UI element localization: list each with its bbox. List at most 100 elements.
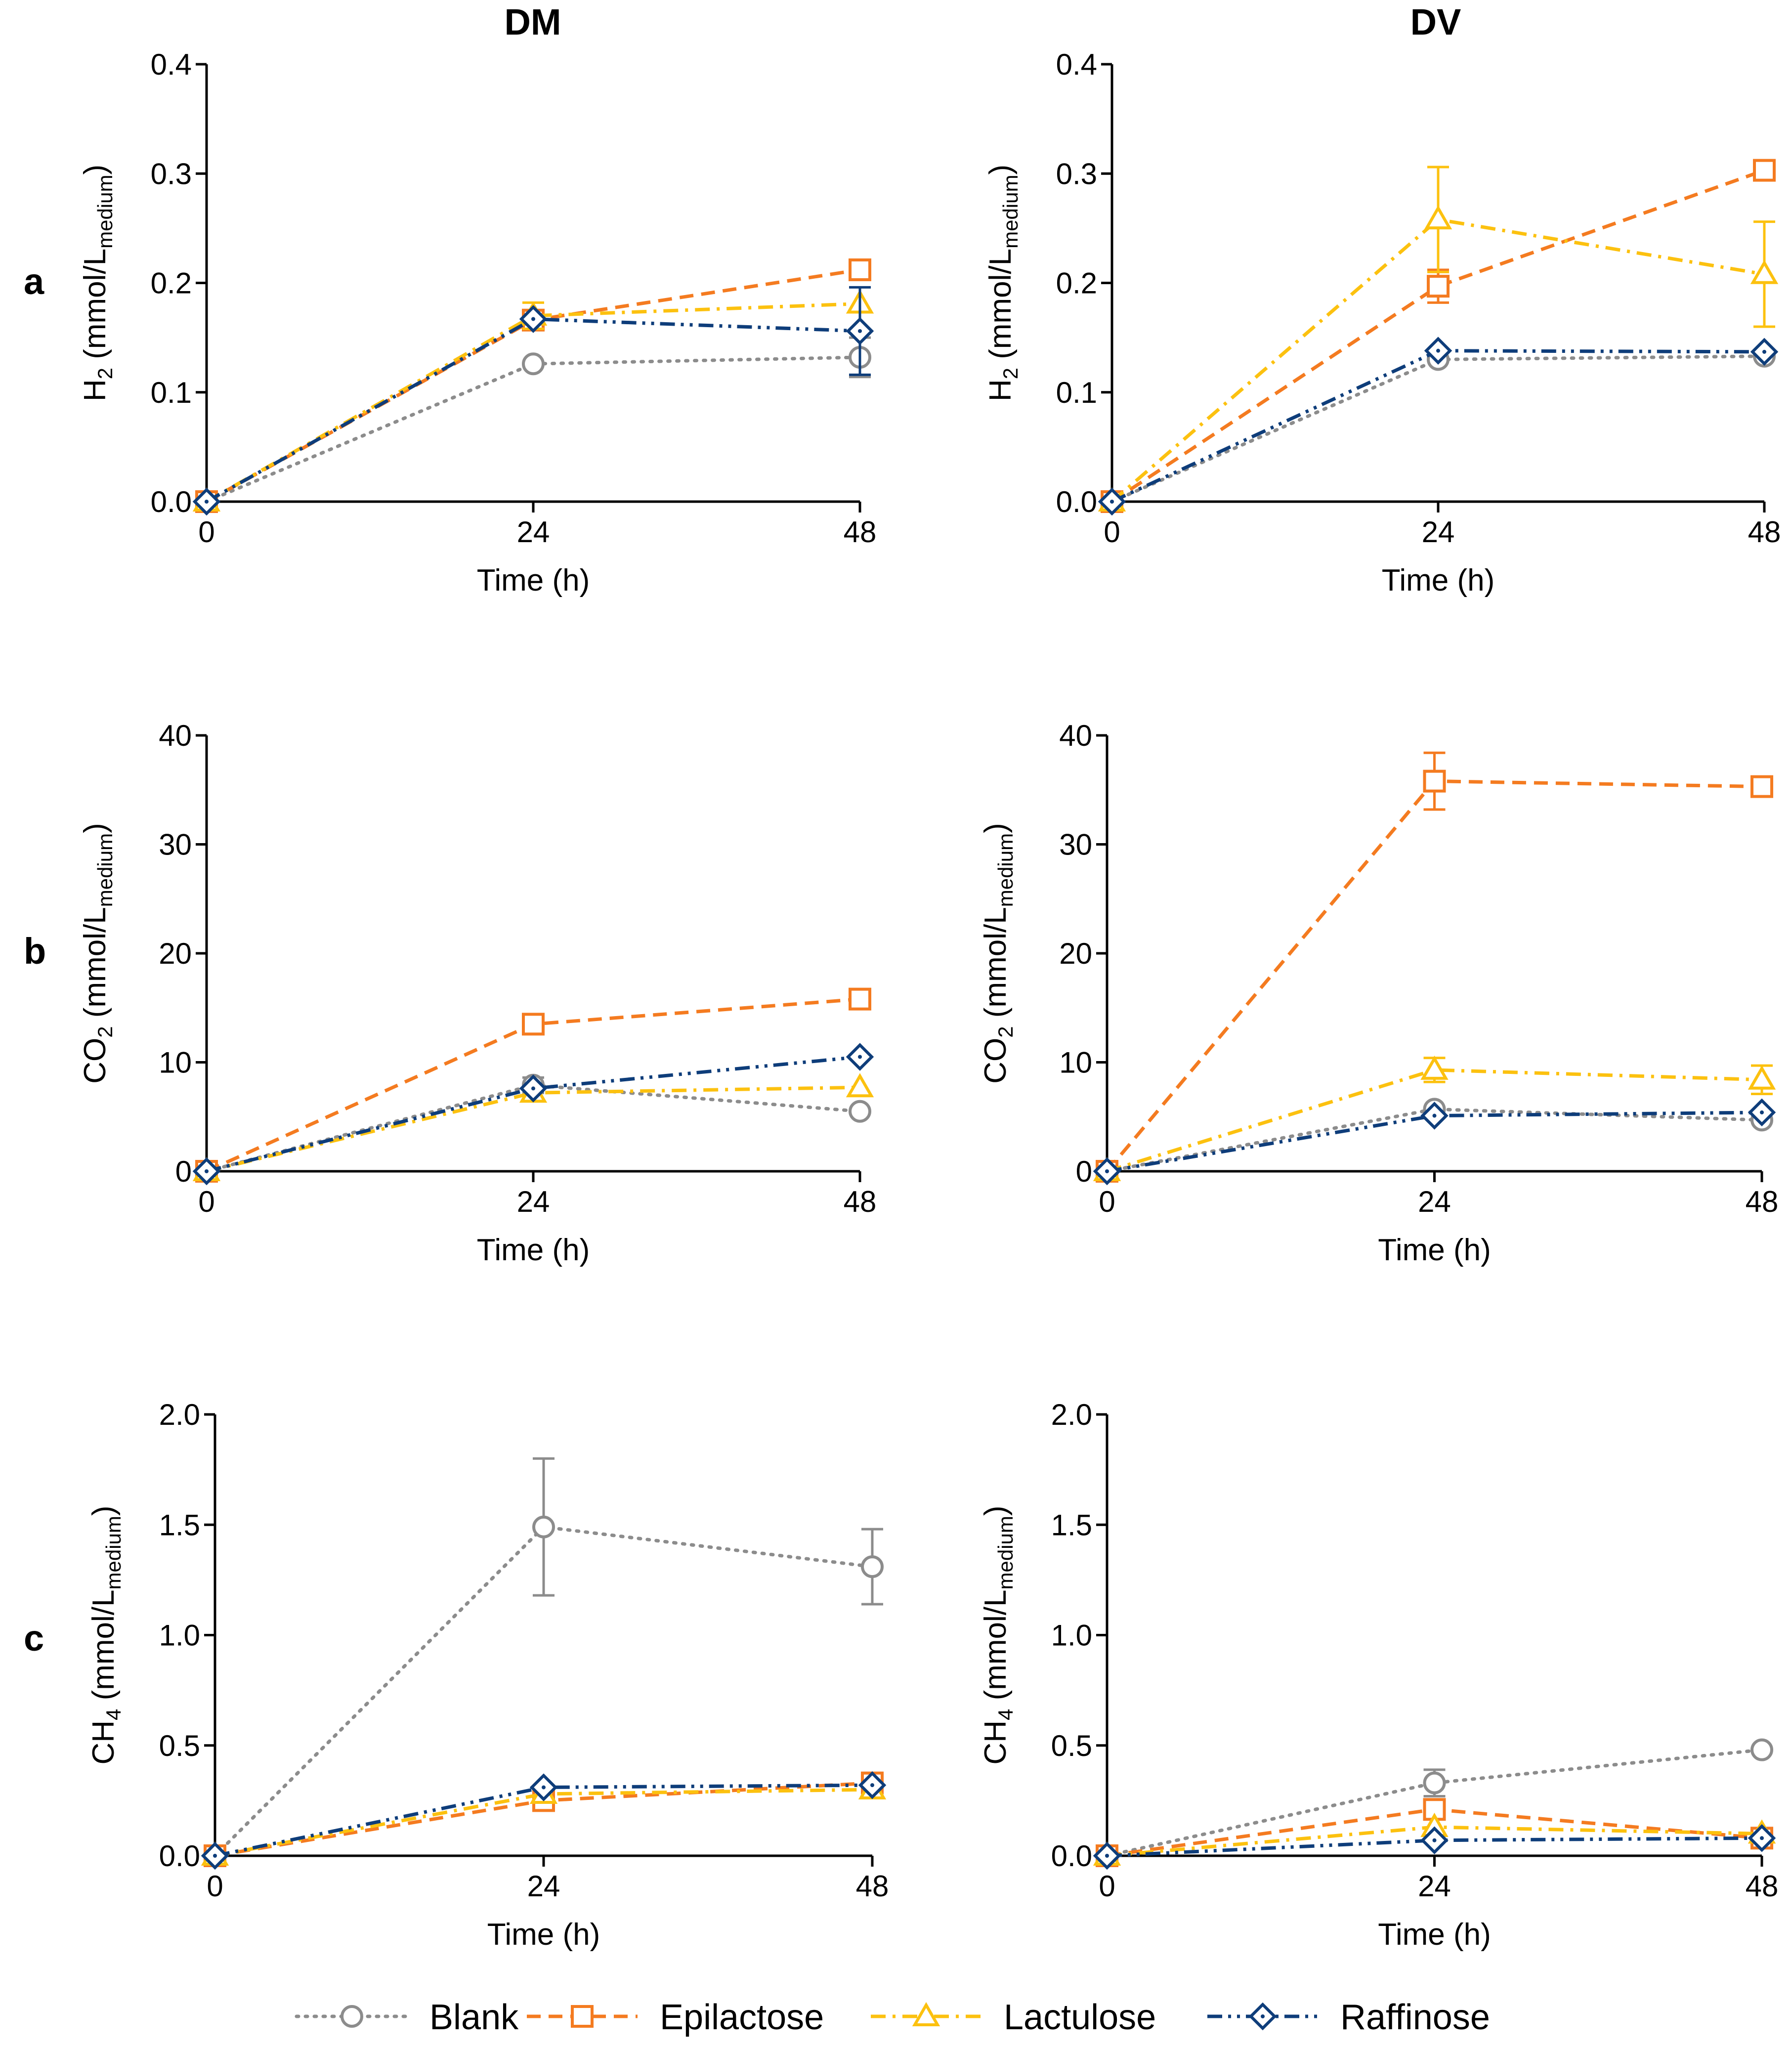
x-axis-title: Time (h) (1378, 1233, 1491, 1267)
x-axis-title: Time (h) (487, 1918, 600, 1952)
legend-marker-raffinose-diamond-dot (1261, 2014, 1265, 2018)
column-title-dv: DV (1410, 1, 1461, 43)
panels: a 0.0 0.1 0.2 0.3 0.4 0 24 48 Time (h) H2 (mmol/Lm… (24, 48, 1781, 1952)
data-point-lactulose (1424, 205, 1452, 230)
x-axis-title: Time (h) (1382, 563, 1494, 598)
y-tick-label: 0.0 (159, 1839, 200, 1873)
series-raffinose (192, 286, 874, 516)
y-tick-label: 0 (1076, 1155, 1092, 1188)
panel-a-dm: a 0.0 0.1 0.2 0.3 0.4 0 24 48 Time (h) H2 (mmol/Lm… (24, 48, 876, 598)
data-point-lactulose (846, 1073, 874, 1098)
data-point-epilactose (1750, 775, 1773, 798)
y-tick-label: 0 (175, 1155, 192, 1188)
data-point-blank (861, 1555, 884, 1579)
data-point-raffinose-diamond-dot (1760, 1110, 1764, 1114)
y-axis-title: CH4 (mmol/Lmedium) (979, 1505, 1017, 1764)
series-raffinose (201, 1771, 887, 1870)
x-tick-label: 0 (207, 1870, 223, 1903)
x-tick-label: 48 (1746, 1870, 1779, 1903)
legend-label: Epilactose (660, 1998, 824, 2037)
data-point-lactulose (1420, 1055, 1449, 1080)
y-tick-label: 10 (159, 1046, 192, 1079)
data-point-raffinose-diamond-dot (1432, 1113, 1437, 1118)
y-tick-label: 2.0 (159, 1398, 200, 1431)
data-point-blank (532, 1515, 555, 1538)
y-tick-label: 30 (159, 828, 192, 861)
series-line-lactulose (206, 302, 860, 504)
panel-a-dv: 0.0 0.1 0.2 0.3 0.4 0 24 48 Time (h) H2 (mmol/Lme… (983, 48, 1781, 598)
panel-b-dm: b 0 10 20 30 40 0 24 48 Time (h) CO2 (mmol/Lmedium… (24, 719, 876, 1267)
column-title-dm: DM (504, 1, 561, 43)
x-tick-label: 0 (1099, 1870, 1115, 1903)
y-tick-label: 0.5 (159, 1729, 200, 1762)
data-point-raffinose-diamond-dot (870, 1783, 874, 1788)
x-axis-title: Time (h) (477, 563, 590, 598)
y-tick-label: 0.1 (151, 376, 192, 409)
data-point-epilactose (1423, 769, 1446, 793)
x-axis-title: Time (h) (477, 1233, 590, 1267)
series-line-lactulose (1106, 1068, 1762, 1173)
legend-item-epilactose: Epilactose (527, 1998, 824, 2037)
data-point-epilactose (1423, 1798, 1446, 1821)
series-epilactose (195, 258, 871, 513)
y-tick-label: 0.4 (151, 48, 192, 81)
x-tick-label: 24 (517, 515, 550, 549)
panel-c-dv: 0.0 0.5 1.0 1.5 2.0 0 24 48 Time (h) CH4 (mmol/Lm… (979, 1398, 1778, 1952)
x-tick-label: 48 (1748, 515, 1781, 549)
series-line-raffinose (1107, 1836, 1762, 1858)
data-point-epilactose (1753, 159, 1776, 182)
data-point-raffinose-diamond-dot (1110, 500, 1114, 504)
data-point-raffinose-diamond-dot (1105, 1854, 1109, 1858)
y-axis-title: CO2 (mmol/Lmedium) (979, 823, 1017, 1084)
x-tick-label: 24 (1418, 1185, 1451, 1218)
panel-letter-c: c (24, 1618, 44, 1659)
y-tick-label: 0.1 (1056, 376, 1097, 409)
y-tick-label: 1.5 (1051, 1508, 1092, 1541)
data-point-blank (1423, 1771, 1446, 1794)
data-point-epilactose (522, 1013, 545, 1036)
legend: Blank Epilactose Lactulose Raffinose (295, 1998, 1490, 2037)
x-tick-label: 48 (856, 1870, 889, 1903)
x-tick-label: 0 (1104, 515, 1120, 549)
data-point-lactulose (1748, 1065, 1776, 1090)
y-tick-label: 40 (159, 719, 192, 752)
y-tick-label: 1.0 (1051, 1619, 1092, 1652)
data-point-raffinose-diamond-dot (1432, 1838, 1437, 1842)
data-point-epilactose (849, 987, 871, 1011)
x-tick-label: 24 (527, 1870, 560, 1903)
panel-letter-b: b (24, 931, 46, 972)
y-tick-label: 40 (1059, 719, 1092, 752)
y-tick-label: 20 (1059, 937, 1092, 970)
y-axis-title: CO2 (mmol/Lmedium) (78, 823, 117, 1084)
panel-b-dv: 0 10 20 30 40 0 24 48 Time (h) CO2 (mmol/Lmedium) (979, 719, 1778, 1267)
y-tick-label: 0.0 (1051, 1839, 1092, 1873)
series-line-blank (1105, 1107, 1764, 1173)
legend-marker-epilactose (571, 2005, 594, 2028)
legend-marker-blank (341, 2005, 363, 2028)
series-raffinose (192, 1043, 874, 1186)
data-point-epilactose (1427, 275, 1450, 298)
data-point-raffinose-diamond-dot (205, 500, 209, 504)
legend-label: Blank (429, 1998, 519, 2037)
data-point-raffinose-diamond-dot (213, 1854, 217, 1858)
x-tick-label: 24 (1422, 515, 1455, 549)
data-point-raffinose-diamond-dot (531, 317, 535, 321)
data-point-raffinose-diamond-dot (1436, 348, 1440, 353)
y-tick-label: 0.0 (1056, 485, 1097, 518)
y-tick-label: 2.0 (1051, 1398, 1092, 1431)
series-line-epilactose (1111, 169, 1765, 503)
y-tick-label: 30 (1059, 828, 1092, 861)
legend-label: Raffinose (1340, 1998, 1490, 2037)
x-tick-label: 48 (844, 1185, 877, 1218)
x-tick-label: 48 (844, 515, 877, 549)
data-point-raffinose-diamond-dot (858, 1055, 862, 1059)
data-point-blank (849, 1100, 871, 1123)
y-tick-label: 10 (1059, 1046, 1092, 1079)
series-line-blank (205, 355, 862, 504)
series-raffinose (1093, 1098, 1776, 1186)
data-point-epilactose (849, 258, 871, 281)
data-point-lactulose (1750, 259, 1779, 284)
data-point-blank (522, 352, 545, 376)
legend-item-raffinose: Raffinose (1207, 1998, 1490, 2037)
